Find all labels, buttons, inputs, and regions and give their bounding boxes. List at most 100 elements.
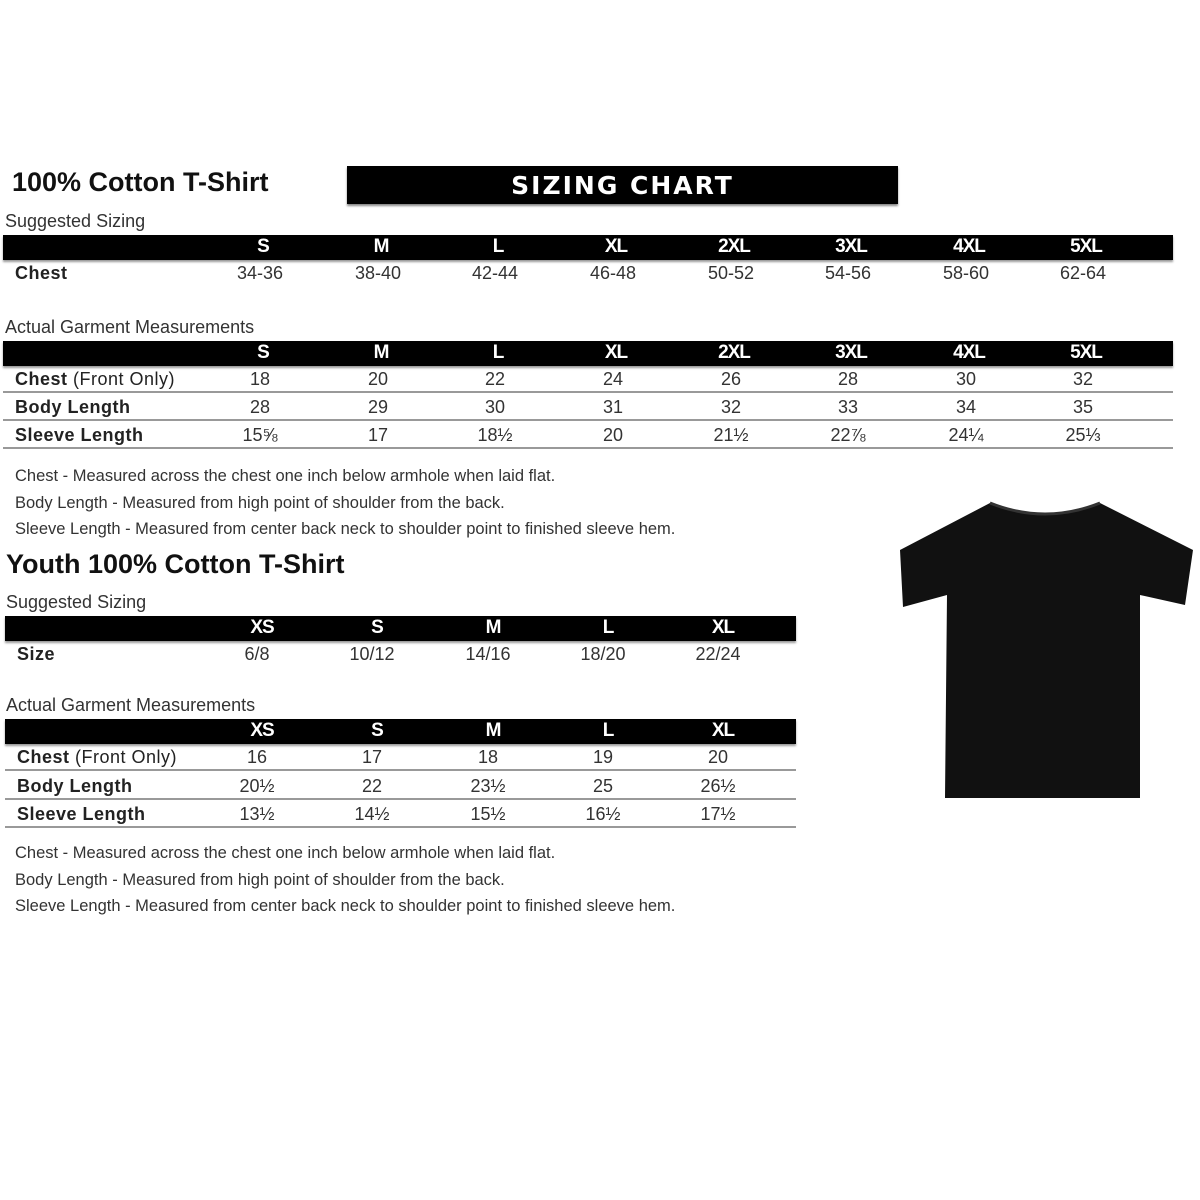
measurement-note: Sleeve Length - Measured from center bac… <box>15 520 676 538</box>
size-header: 3XL <box>835 342 868 363</box>
row-divider <box>5 797 796 800</box>
size-header: M <box>373 236 390 257</box>
table-cell: 24¼ <box>948 425 984 445</box>
table-cell: 28 <box>249 397 271 417</box>
table-cell: 28 <box>837 369 859 389</box>
row-label-text: Body Length <box>17 775 133 796</box>
youth-actual-label: Actual Garment Measurements <box>6 695 256 715</box>
table-cell: 34 <box>955 397 977 417</box>
table-cell: 17 <box>367 425 389 445</box>
table-cell: 10/12 <box>349 644 395 664</box>
adult-title: 100% Cotton T-Shirt <box>12 167 269 197</box>
size-header: XS <box>250 617 274 638</box>
table-cell: 30 <box>484 397 506 417</box>
row-label-text: Sleeve Length <box>15 425 144 445</box>
size-header: 2XL <box>718 342 751 363</box>
measurement-note: Body Length - Measured from high point o… <box>15 870 505 889</box>
table-cell: 19 <box>592 747 614 767</box>
table-cell: 16½ <box>585 804 621 824</box>
table-cell: 33 <box>837 397 859 417</box>
size-header: XL <box>711 617 735 638</box>
tshirt-image <box>900 501 1193 798</box>
row-label: Size <box>17 644 55 665</box>
table-cell: 26½ <box>700 775 736 796</box>
size-header: S <box>257 236 270 257</box>
table-cell: 32 <box>1072 369 1094 389</box>
row-label: Chest (Front Only) <box>17 747 177 768</box>
adult-actual-label: Actual Garment Measurements <box>5 317 255 337</box>
table-cell: 18/20 <box>580 644 626 664</box>
table-cell: 18½ <box>477 425 513 445</box>
table-cell: 34-36 <box>236 263 284 283</box>
table-cell: 38-40 <box>354 263 402 283</box>
size-header: XL <box>711 720 735 741</box>
row-label-text: Chest <box>15 369 68 389</box>
table-cell: 24 <box>602 369 624 389</box>
size-header: XS <box>250 720 274 741</box>
table-cell: 20 <box>602 425 624 445</box>
table-cell: 6/8 <box>244 644 270 664</box>
table-cell: 22⅞ <box>830 425 866 445</box>
table-cell: 62-64 <box>1059 263 1107 283</box>
measurement-note: Sleeve Length - Measured from center bac… <box>15 897 676 915</box>
table-cell: 22 <box>361 775 383 796</box>
row-label-text: Sleeve Length <box>17 804 146 824</box>
table-cell: 58-60 <box>942 263 990 283</box>
row-label: Body Length <box>15 397 131 418</box>
row-label: Sleeve Length <box>17 804 146 825</box>
table-cell: 54-56 <box>824 263 872 283</box>
table-cell: 14/16 <box>465 644 511 664</box>
row-label: Chest <box>15 263 68 284</box>
table-cell: 13½ <box>239 804 275 824</box>
table-cell: 15½ <box>470 804 506 824</box>
measurement-note: Body Length - Measured from high point o… <box>15 493 505 512</box>
size-header: S <box>371 720 384 741</box>
size-header: 4XL <box>953 236 986 257</box>
table-cell: 46-48 <box>589 263 637 283</box>
measurement-note: Chest - Measured across the chest one in… <box>15 844 556 862</box>
youth-title: Youth 100% Cotton T-Shirt <box>6 549 345 579</box>
size-header: L <box>602 617 615 638</box>
table-cell: 17½ <box>700 804 736 824</box>
size-header: M <box>373 342 390 363</box>
table-cell: 50-52 <box>707 263 755 283</box>
table-cell: 20 <box>367 369 389 389</box>
size-header: 3XL <box>835 236 868 257</box>
size-header: M <box>485 720 502 741</box>
row-divider <box>5 769 796 771</box>
row-label-extra: (Front Only) <box>67 369 176 389</box>
size-header: S <box>257 342 270 363</box>
table-cell: 35 <box>1072 397 1094 417</box>
row-label-text: Size <box>17 644 56 664</box>
size-header: M <box>485 617 502 638</box>
table-cell: 22 <box>484 369 506 389</box>
table-cell: 15⅝ <box>242 425 278 445</box>
table-cell: 42-44 <box>471 263 519 283</box>
size-header-bar: S M L XL 2XL 3XL 4XL 5XL <box>3 341 1173 366</box>
youth-suggested-label: Suggested Sizing <box>6 592 147 612</box>
size-header: L <box>492 342 505 363</box>
size-header: 2XL <box>718 236 751 257</box>
size-header: L <box>602 720 615 741</box>
size-header: 4XL <box>953 342 986 363</box>
table-cell: 26 <box>720 369 742 389</box>
size-header-bar: XS S M L XL <box>5 719 796 744</box>
table-cell: 32 <box>720 397 742 417</box>
table-cell: 20 <box>707 747 729 767</box>
table-cell: 31 <box>602 397 624 417</box>
table-cell: 30 <box>955 369 977 389</box>
row-label-text: Body Length <box>15 397 131 417</box>
row-divider <box>3 419 1173 421</box>
row-label-text: Chest <box>17 747 70 767</box>
table-cell: 23½ <box>470 775 506 796</box>
table-cell: 29 <box>367 397 389 417</box>
table-cell: 20½ <box>239 775 275 796</box>
adult-suggested-label: Suggested Sizing <box>5 211 146 231</box>
table-cell: 16 <box>246 747 268 767</box>
size-header: XL <box>604 236 628 257</box>
table-cell: 25 <box>592 775 614 796</box>
row-divider <box>3 391 1173 393</box>
row-label: Chest (Front Only) <box>15 369 175 390</box>
row-divider <box>3 447 1173 449</box>
size-header: S <box>371 617 384 638</box>
